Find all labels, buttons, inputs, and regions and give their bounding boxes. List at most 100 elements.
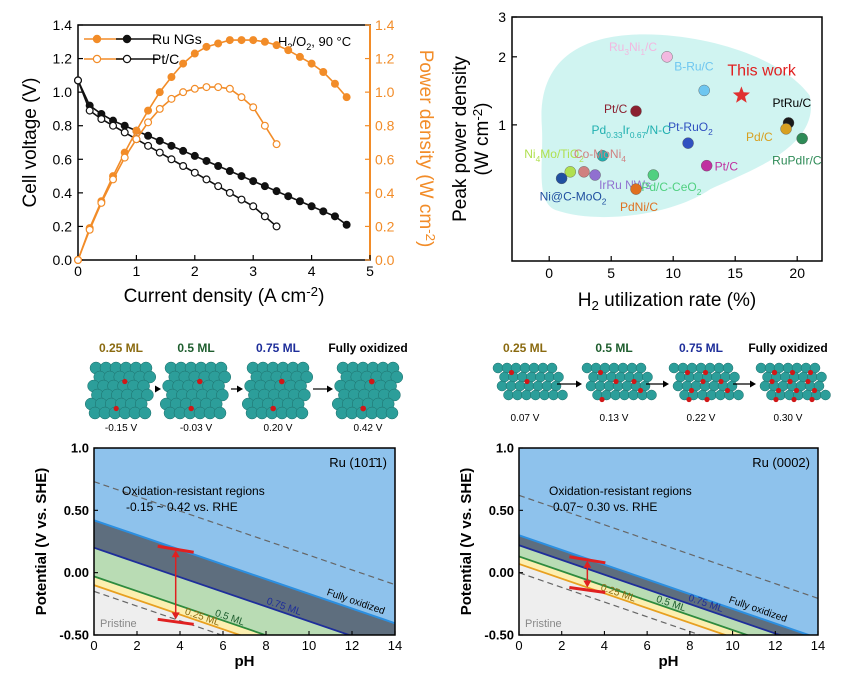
coverage-label: Fully oxidized (328, 341, 407, 355)
point-pd033ir067nc-label-part: Pd (592, 123, 607, 137)
data-point (155, 136, 164, 145)
ru-atom (550, 380, 562, 392)
data-point (260, 182, 269, 191)
data-point (272, 41, 281, 50)
x-tick-label: 0 (90, 638, 97, 653)
o-atom (700, 378, 706, 385)
data-point (214, 83, 223, 92)
o-atom (769, 378, 775, 385)
o-atom (524, 378, 530, 385)
y2-tick-label: 0.6 (375, 151, 395, 167)
step-arrow-head (663, 380, 669, 388)
ru-atom (218, 370, 232, 384)
point-ptruo2 (682, 137, 694, 149)
y-tick-label: 0.00 (64, 565, 89, 580)
point-pdcceo2-label-part: 2 (697, 187, 702, 197)
plot-area (519, 448, 818, 635)
data-point (155, 148, 164, 157)
ru-atom (588, 371, 599, 383)
region-range: 0.07~ 0.30 vs. RHE (553, 500, 657, 514)
o-atom (686, 396, 692, 403)
x-axis-label: H2 utilization rate (%) (578, 290, 756, 313)
ru-atom (512, 389, 523, 401)
y2-tick-label: 1.0 (375, 84, 395, 100)
ru-atom (820, 389, 831, 401)
boundary-05ml (519, 555, 750, 635)
x-tick-label: 20 (789, 265, 805, 281)
coverage-label: 0.25 ML (503, 341, 547, 355)
y-axis-label-part: Cell voltage (V) (20, 78, 41, 208)
coverage-label: Fully oxidized (748, 341, 827, 355)
data-point (120, 121, 129, 130)
data-point (144, 118, 153, 127)
y-tick-label: 0.0 (53, 252, 73, 268)
reference-line-0 (519, 572, 702, 635)
y-axis-label: Potential (V vs. SHE) (458, 468, 475, 616)
y-tick-label: 3 (498, 9, 506, 25)
boundary-075ml (519, 544, 783, 635)
range-bar-low (569, 585, 606, 594)
data-point (307, 202, 316, 211)
ru-atom (528, 362, 540, 374)
point-ru3ni1c-label-part: Ni (629, 40, 640, 54)
point-rupdirc-label-part: RuPdIr/C (772, 154, 822, 168)
x-tick-label: 12 (768, 638, 782, 653)
point-thiswork (732, 86, 750, 103)
data-point (295, 197, 304, 206)
data-point (260, 37, 269, 46)
x-axis-label-part: 2 (591, 298, 598, 313)
reference-line-0 (94, 590, 224, 635)
range-bar-low (157, 617, 194, 626)
data-point (260, 212, 269, 221)
reference-line-1 (94, 481, 395, 586)
data-point (319, 207, 328, 216)
point-ptc1 (700, 159, 713, 172)
data-point (109, 121, 118, 130)
o-atom (279, 378, 285, 385)
boundary-025ml (519, 563, 729, 635)
o-atom (688, 387, 695, 394)
ru-atom (496, 380, 508, 392)
y-tick-label: 1 (498, 117, 506, 133)
point-pdcceo2-label: Pd/C-CeO2 (641, 180, 701, 197)
ru-atom (541, 380, 553, 392)
data-point (330, 79, 339, 88)
band-05ml (94, 547, 350, 635)
pristine-label: Pristine (100, 618, 137, 630)
region-range: -0.15 ~ 0.42 vs. RHE (126, 500, 238, 514)
ru-atom (216, 388, 229, 402)
point-ptruo2-label-part: Pt-RuO (668, 120, 708, 134)
coverage-potential: 0.13 V (600, 413, 629, 424)
ru-atom (816, 371, 827, 383)
data-point (120, 128, 129, 137)
y-tick-label: 2 (498, 49, 506, 65)
slab-model (755, 362, 831, 403)
x-tick-label: 2 (558, 638, 565, 653)
legend-marker-voltage (122, 54, 132, 64)
data-point (272, 222, 281, 231)
ru-atom (557, 389, 568, 401)
point-pdnic-label-part: PdNi/C (620, 200, 658, 214)
y2-tick-label: 0.8 (375, 118, 395, 134)
o-atom (775, 387, 782, 394)
slab-model (84, 361, 157, 420)
o-atom (197, 378, 203, 385)
x-tick-label: 4 (601, 638, 608, 653)
point-thiswork-label-part: This work (727, 62, 796, 79)
ru-atom (537, 362, 549, 374)
o-atom (637, 387, 644, 394)
range-bar-high (569, 555, 606, 565)
ru-atom (499, 371, 510, 383)
ru-atom (642, 371, 653, 383)
o-atom (597, 369, 604, 376)
y-axis-unit-part: (W cm (472, 121, 493, 176)
ru-atom (503, 389, 514, 401)
data-point (237, 93, 246, 102)
plot-frame (511, 16, 823, 262)
coverage-label: 0.25 ML (99, 341, 143, 355)
data-point (85, 225, 94, 234)
o-atom (613, 378, 619, 385)
y-tick-label: -0.50 (484, 628, 514, 643)
ru-atom (521, 389, 532, 401)
